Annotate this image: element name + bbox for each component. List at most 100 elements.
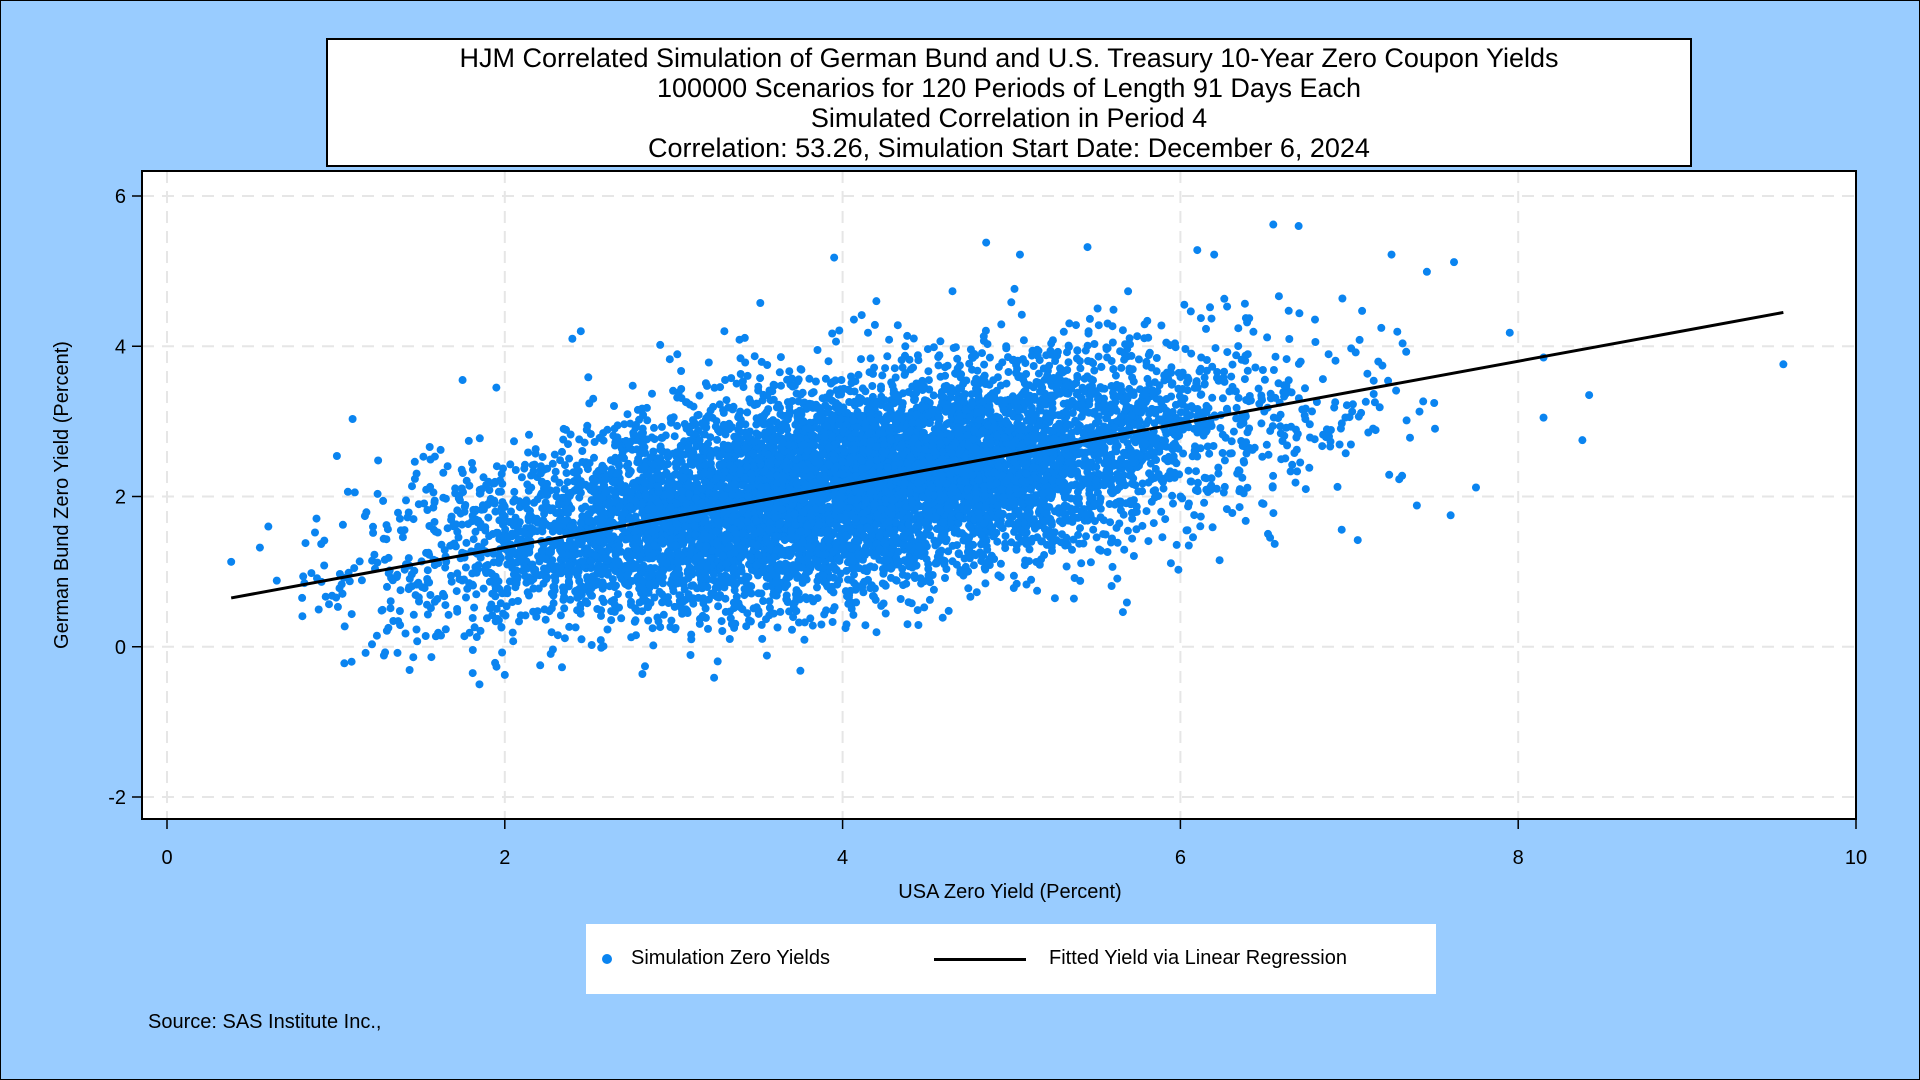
scatter-point [1234, 394, 1243, 402]
scatter-point [1094, 321, 1103, 330]
scatter-point [800, 618, 809, 627]
scatter-point [510, 437, 518, 446]
scatter-point [407, 570, 416, 579]
scatter-point [1220, 294, 1229, 303]
scatter-point [1202, 366, 1211, 375]
scatter-point [806, 614, 815, 623]
scatter-point [298, 612, 307, 621]
scatter-point [558, 663, 566, 672]
scatter-point [552, 486, 561, 495]
scatter-point [461, 563, 470, 572]
scatter-point [1419, 397, 1428, 406]
scatter-point [1226, 449, 1234, 458]
scatter-point [1308, 407, 1316, 416]
scatter-point [764, 405, 773, 414]
scatter-point [673, 421, 682, 430]
scatter-point [1211, 344, 1220, 353]
scatter-point [506, 460, 515, 469]
scatter-point [677, 385, 686, 393]
scatter-point [845, 398, 854, 406]
scatter-point [905, 355, 914, 364]
scatter-point [1258, 366, 1267, 374]
scatter-point [1351, 348, 1360, 357]
scatter-point [1415, 407, 1424, 416]
scatter-point [903, 331, 912, 340]
scatter-point [1064, 341, 1073, 350]
scatter-point [732, 379, 741, 388]
scatter-point [515, 617, 523, 626]
scatter-point [1271, 352, 1280, 361]
scatter-point [1196, 522, 1205, 531]
scatter-point [797, 365, 806, 374]
scatter-point [479, 584, 488, 593]
scatter-point [383, 525, 392, 534]
scatter-point [695, 391, 704, 400]
scatter-point [657, 422, 666, 431]
scatter-point [492, 462, 501, 471]
scatter-point [969, 561, 978, 570]
scatter-point [524, 448, 533, 457]
scatter-point [1283, 441, 1292, 450]
scatter-point [556, 456, 565, 465]
scatter-point [529, 607, 538, 616]
scatter-point [1430, 399, 1439, 407]
scatter-point [1182, 526, 1191, 535]
scatter-point [1102, 345, 1111, 354]
scatter-point [427, 653, 436, 662]
scatter-point [750, 352, 759, 361]
scatter-point [1225, 387, 1234, 396]
scatter-point [1167, 363, 1176, 372]
scatter-point [730, 586, 739, 595]
scatter-point [1118, 326, 1127, 335]
scatter-point [687, 635, 696, 644]
scatter-point [1152, 367, 1161, 376]
scatter-point [1208, 393, 1217, 402]
scatter-points [227, 220, 1788, 689]
scatter-point [533, 495, 542, 504]
scatter-point [345, 577, 354, 586]
scatter-point [584, 373, 593, 382]
scatter-point [1167, 392, 1176, 401]
scatter-point [704, 624, 712, 633]
scatter-point [736, 370, 745, 378]
scatter-point [1369, 376, 1378, 385]
scatter-point [437, 540, 446, 549]
scatter-point [1257, 419, 1266, 428]
scatter-point [670, 432, 679, 441]
scatter-point [1169, 499, 1177, 508]
scatter-point [727, 374, 736, 383]
scatter-point [776, 607, 785, 616]
scatter-point [762, 651, 771, 660]
scatter-point [1134, 355, 1143, 364]
scatter-point [776, 353, 785, 362]
scatter-point [713, 657, 722, 666]
scatter-point [1149, 519, 1158, 528]
scatter-point [896, 595, 905, 603]
scatter-point [1076, 576, 1085, 585]
scatter-point [659, 610, 668, 619]
scatter-point [370, 550, 379, 559]
scatter-point [1129, 552, 1138, 560]
scatter-point [718, 627, 727, 635]
scatter-point [525, 430, 533, 439]
chart-title-line-3: Simulated Correlation in Period 4 [810, 102, 1208, 133]
scatter-point [721, 376, 730, 384]
scatter-point [743, 609, 752, 618]
scatter-point [394, 508, 402, 517]
scatter-point [1062, 562, 1071, 571]
scatter-point [648, 389, 656, 398]
scatter-point [1284, 306, 1293, 315]
scatter-point [563, 478, 572, 487]
scatter-point [1184, 466, 1193, 475]
scatter-point [1266, 426, 1275, 435]
scatter-point [1200, 473, 1209, 482]
scatter-point [1136, 385, 1145, 394]
scatter-point [596, 636, 605, 645]
scatter-point [627, 633, 636, 642]
scatter-point [1027, 575, 1036, 584]
scatter-point [1280, 431, 1289, 440]
scatter-point [558, 447, 566, 456]
scatter-point [396, 526, 405, 535]
scatter-point [870, 320, 879, 329]
scatter-point [943, 361, 952, 370]
